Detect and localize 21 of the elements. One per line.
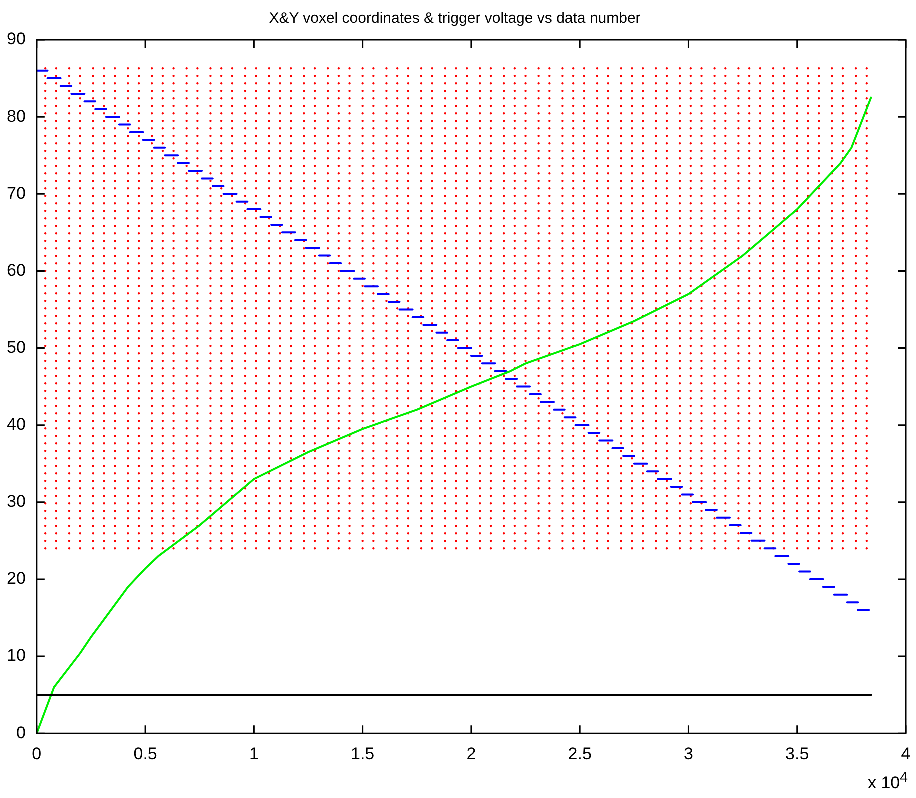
y-tick-label: 20	[6, 569, 26, 588]
x-tick-label: 0.5	[134, 744, 158, 764]
y-tick-label: 80	[6, 106, 26, 126]
x-tick-label: 2.5	[568, 744, 592, 764]
y-tick-label: 0	[16, 723, 26, 742]
chart-title: X&Y voxel coordinates & trigger voltage vs data number	[269, 10, 641, 28]
y-tick-label: 50	[6, 338, 26, 357]
y-tick-label: 10	[6, 646, 26, 666]
y-tick-label: 60	[6, 260, 26, 280]
x-tick-label: 1.5	[351, 744, 375, 764]
y-tick-label: 70	[6, 184, 26, 203]
x-tick-label: 0	[32, 744, 42, 764]
text: x 10$^{4}$	[868, 770, 908, 794]
x-tick-label: 1	[249, 744, 259, 764]
x-tick-label: 3.5	[786, 744, 810, 764]
y-tick-label: 40	[6, 415, 26, 434]
y-tick-label: 30	[6, 492, 26, 512]
x-tick-label: 4	[901, 744, 911, 764]
x-tick-label: 3	[684, 744, 694, 764]
x-tick-label: 2	[466, 744, 476, 764]
y-tick-label: 90	[6, 30, 26, 49]
